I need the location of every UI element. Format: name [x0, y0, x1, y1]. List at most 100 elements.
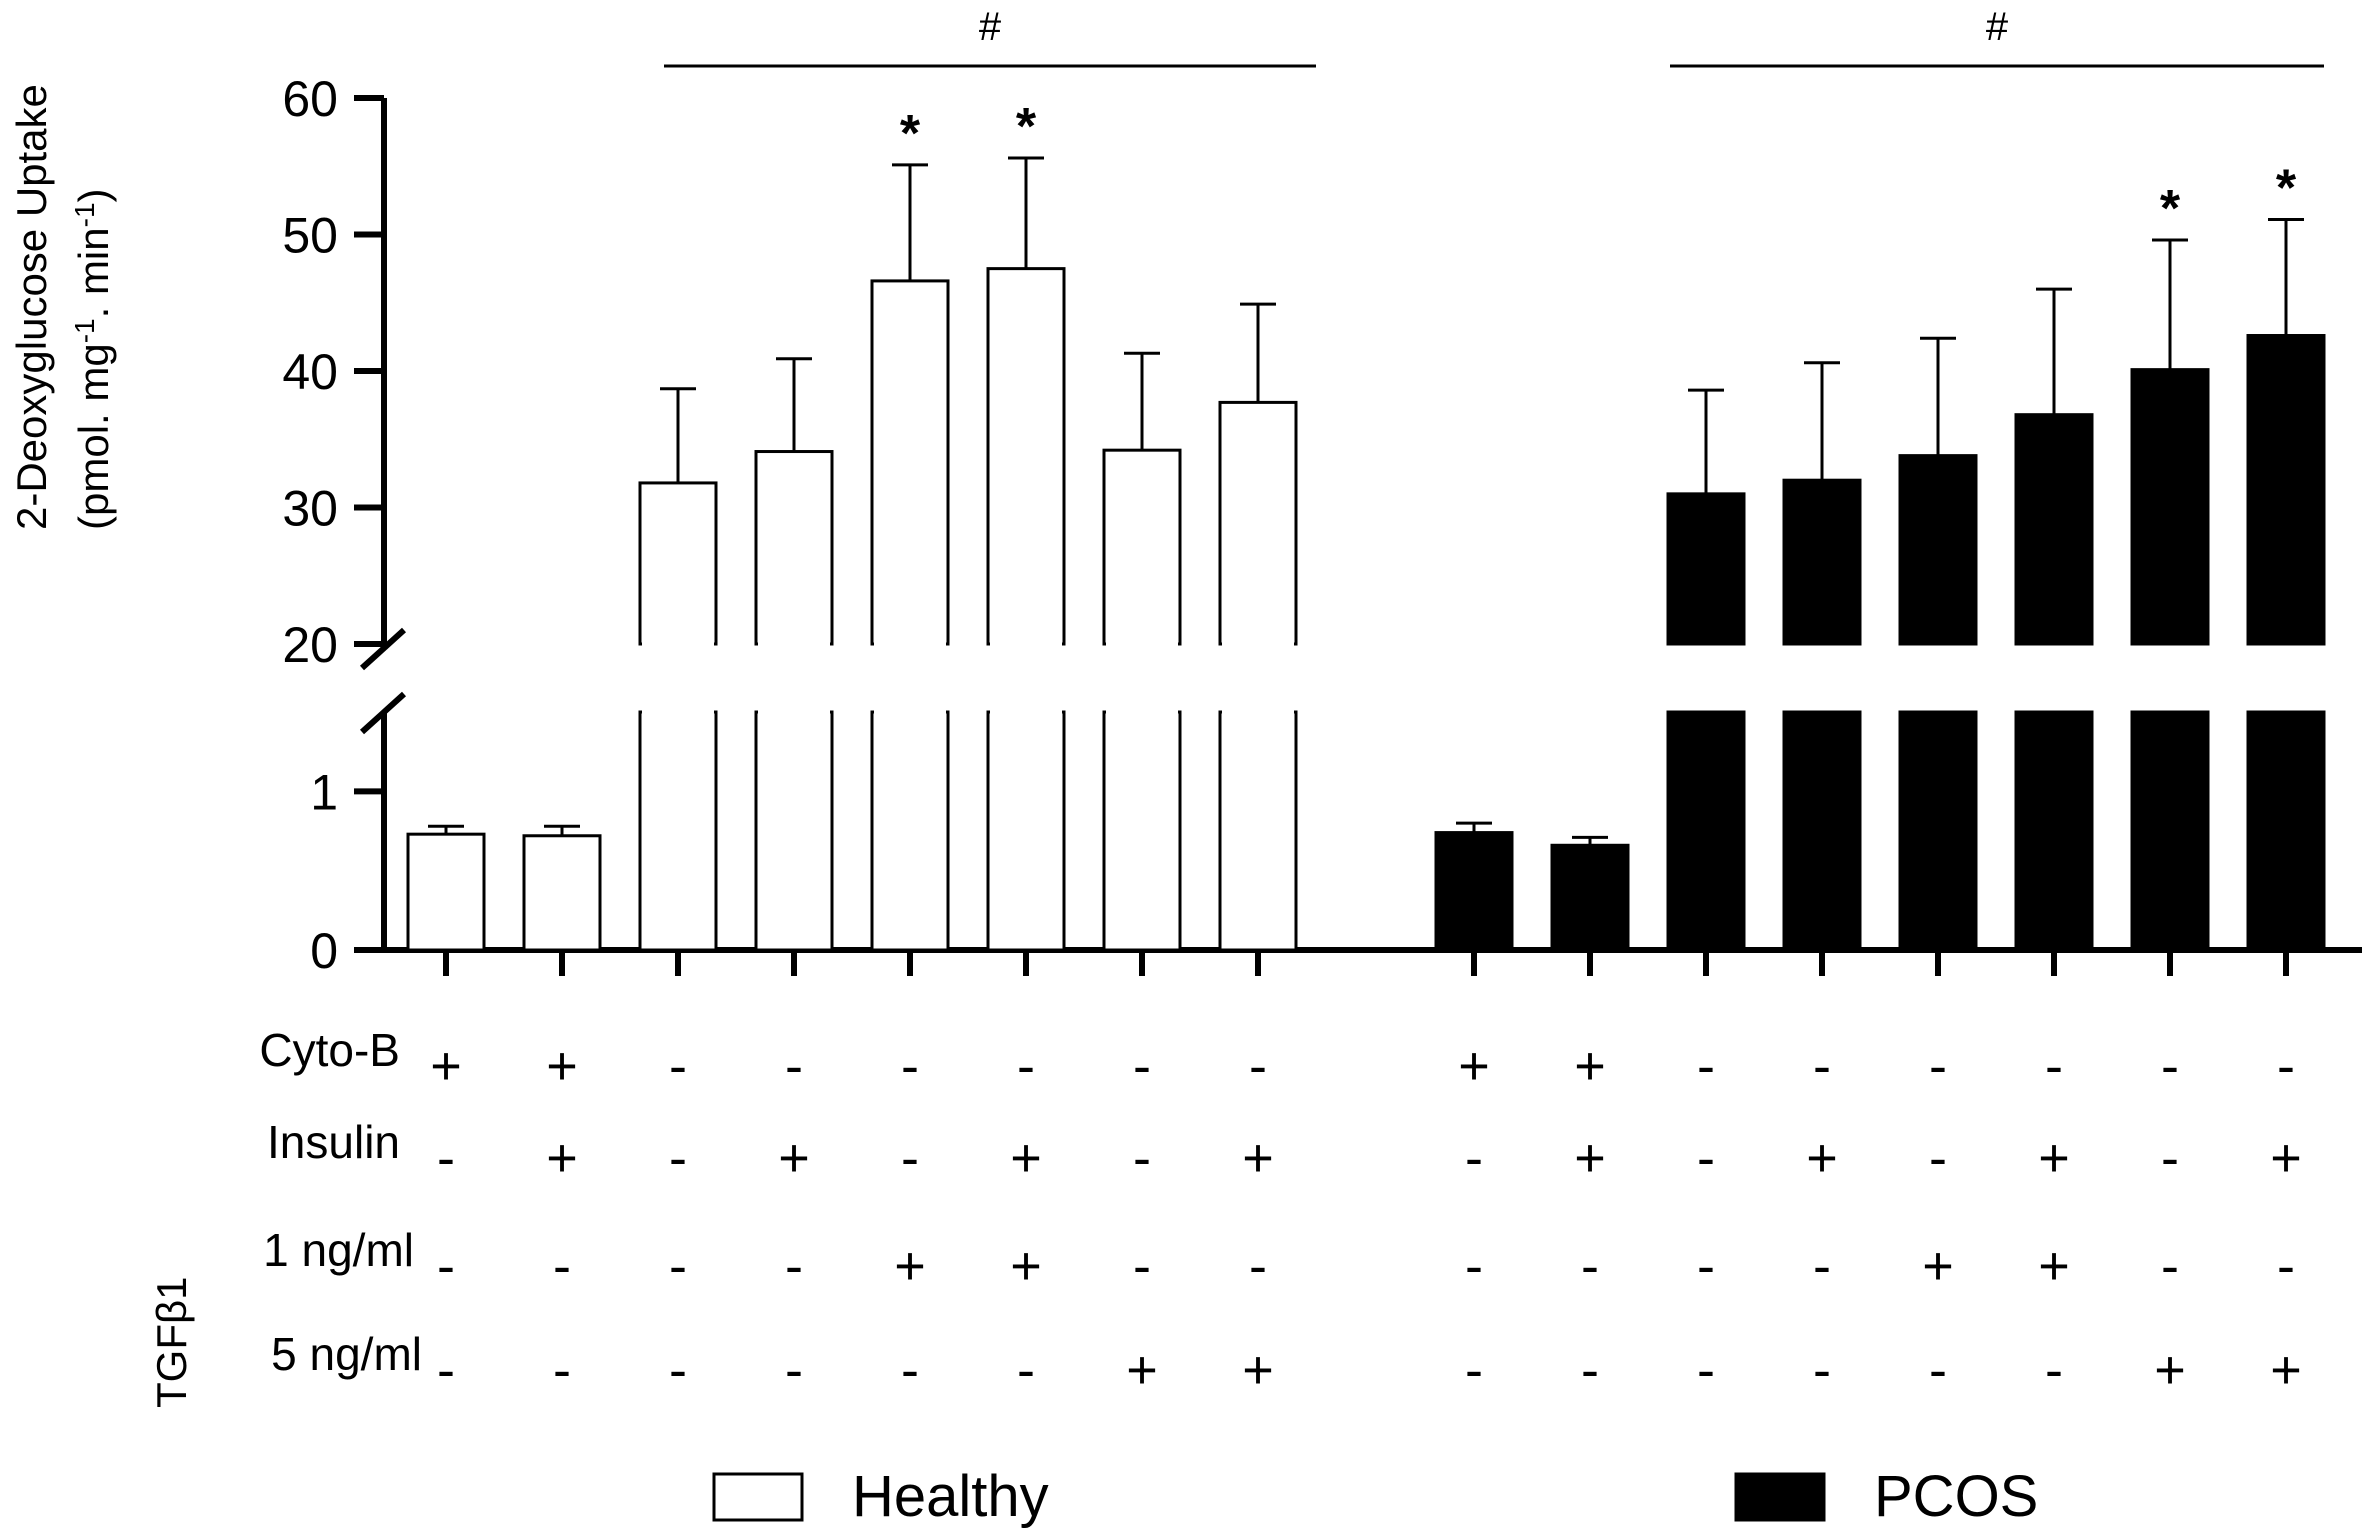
condition-symbol: -: [669, 1128, 687, 1188]
condition-symbol: -: [2161, 1036, 2179, 1096]
condition-symbol: -: [1581, 1340, 1599, 1400]
condition-symbol: -: [437, 1340, 455, 1400]
bar-healthy-lower-6: [1102, 710, 1182, 952]
bar-pcos-lower-4: [1898, 710, 1978, 952]
bar-healthy-upper-2: [638, 481, 718, 646]
condition-symbol: -: [901, 1128, 919, 1188]
y-unit-part-2: . min: [70, 227, 117, 318]
condition-symbol: -: [1697, 1340, 1715, 1400]
condition-symbol: +: [2270, 1340, 2302, 1400]
condition-symbol: +: [1574, 1036, 1606, 1096]
bar-pcos-upper-2: [1666, 492, 1746, 646]
bracket-label: #: [979, 5, 1002, 49]
condition-symbol: -: [669, 1340, 687, 1400]
condition-symbol: -: [1929, 1340, 1947, 1400]
bar-pcos-lower-5: [2014, 710, 2094, 952]
condition-symbol: -: [437, 1128, 455, 1188]
condition-symbol: -: [1249, 1236, 1267, 1296]
y-tick-label: 50: [282, 208, 338, 264]
condition-symbol: -: [1581, 1236, 1599, 1296]
condition-symbol: +: [1126, 1340, 1158, 1400]
bracket-label: #: [1986, 5, 2009, 49]
condition-symbol: -: [2161, 1236, 2179, 1296]
condition-row-label: 1 ng/ml: [263, 1224, 414, 1276]
significance-star: *: [2160, 180, 2181, 238]
condition-symbol: -: [785, 1036, 803, 1096]
bar-pcos-0: [1434, 831, 1514, 952]
significance-star: *: [1016, 98, 1037, 156]
condition-symbol: +: [1242, 1128, 1274, 1188]
condition-symbol: -: [2161, 1128, 2179, 1188]
bar-pcos-lower-2: [1666, 710, 1746, 952]
condition-symbol: -: [1697, 1036, 1715, 1096]
bar-pcos-1: [1550, 843, 1630, 952]
y-axis-title: 2-Deoxyglucose Uptake: [8, 84, 55, 530]
significance-star: *: [900, 105, 921, 163]
bar-healthy-upper-3: [754, 450, 834, 646]
axis-break-mark-upper: [359, 627, 407, 671]
y-tick-label: 30: [282, 481, 338, 537]
bar-pcos-upper-3: [1782, 478, 1862, 646]
bar-healthy-upper-7: [1218, 400, 1298, 646]
condition-symbol: +: [546, 1036, 578, 1096]
y-unit-sup-2: -1: [69, 202, 100, 227]
bar-healthy-lower-3: [754, 710, 834, 952]
axis-break-mark-lower: [359, 691, 407, 735]
y-tick-label: 0: [310, 923, 338, 979]
condition-symbol: +: [546, 1128, 578, 1188]
condition-symbol: -: [1133, 1128, 1151, 1188]
bar-healthy-1: [522, 834, 602, 952]
condition-symbol: +: [1010, 1236, 1042, 1296]
legend-swatch-healthy: [712, 1472, 804, 1522]
tgf-group-label: TGFβ1: [148, 1277, 195, 1409]
condition-symbol: +: [1922, 1236, 1954, 1296]
condition-symbol: -: [1813, 1340, 1831, 1400]
condition-symbol: +: [1574, 1128, 1606, 1188]
condition-symbol: -: [669, 1036, 687, 1096]
condition-symbol: -: [901, 1036, 919, 1096]
y-tick-label: 1: [310, 764, 338, 820]
legend-label-pcos: PCOS: [1874, 1464, 2038, 1529]
condition-symbol: -: [1465, 1128, 1483, 1188]
condition-symbol: -: [1465, 1236, 1483, 1296]
condition-symbol: -: [1929, 1036, 1947, 1096]
bar-healthy-lower-2: [638, 710, 718, 952]
y-unit-sup-1: -1: [69, 318, 100, 343]
bar-healthy-lower-7: [1218, 710, 1298, 952]
y-tick-label: 40: [282, 344, 338, 400]
bar-pcos-lower-7: [2246, 710, 2326, 952]
bar-pcos-upper-7: [2246, 334, 2326, 646]
condition-symbol: -: [1133, 1236, 1151, 1296]
condition-table: Cyto-B + + - - - - - - + + - - - - - -Insulin - + - + - + - + - + -…: [259, 1024, 2301, 1400]
condition-symbol: -: [2277, 1036, 2295, 1096]
condition-symbol: -: [669, 1236, 687, 1296]
condition-symbol: -: [1929, 1128, 1947, 1188]
condition-symbol: -: [901, 1340, 919, 1400]
bar-healthy-upper-5: [986, 267, 1066, 646]
bar-pcos-upper-6: [2130, 368, 2210, 646]
bar-healthy-lower-5: [986, 710, 1066, 952]
significance-star: *: [2276, 159, 2297, 217]
condition-symbol: +: [2038, 1128, 2070, 1188]
bar-pcos-lower-6: [2130, 710, 2210, 952]
condition-symbol: +: [2154, 1340, 2186, 1400]
condition-symbol: -: [1465, 1340, 1483, 1400]
condition-row-label: 5 ng/ml: [271, 1328, 422, 1380]
condition-symbol: +: [2038, 1236, 2070, 1296]
y-unit-part-3: ): [70, 188, 117, 202]
bar-healthy-upper-6: [1102, 448, 1182, 646]
condition-symbol: +: [894, 1236, 926, 1296]
bar-pcos-upper-5: [2014, 413, 2094, 646]
condition-symbol: +: [2270, 1128, 2302, 1188]
y-tick-label: 20: [282, 617, 338, 673]
condition-symbol: -: [1697, 1128, 1715, 1188]
condition-symbol: -: [1813, 1036, 1831, 1096]
bars: * * * *: [406, 98, 2326, 952]
condition-symbol: +: [1806, 1128, 1838, 1188]
condition-symbol: +: [430, 1036, 462, 1096]
x-ticks: [443, 950, 2289, 976]
condition-symbol: -: [2045, 1036, 2063, 1096]
condition-symbol: +: [1458, 1036, 1490, 1096]
condition-symbol: -: [1133, 1036, 1151, 1096]
